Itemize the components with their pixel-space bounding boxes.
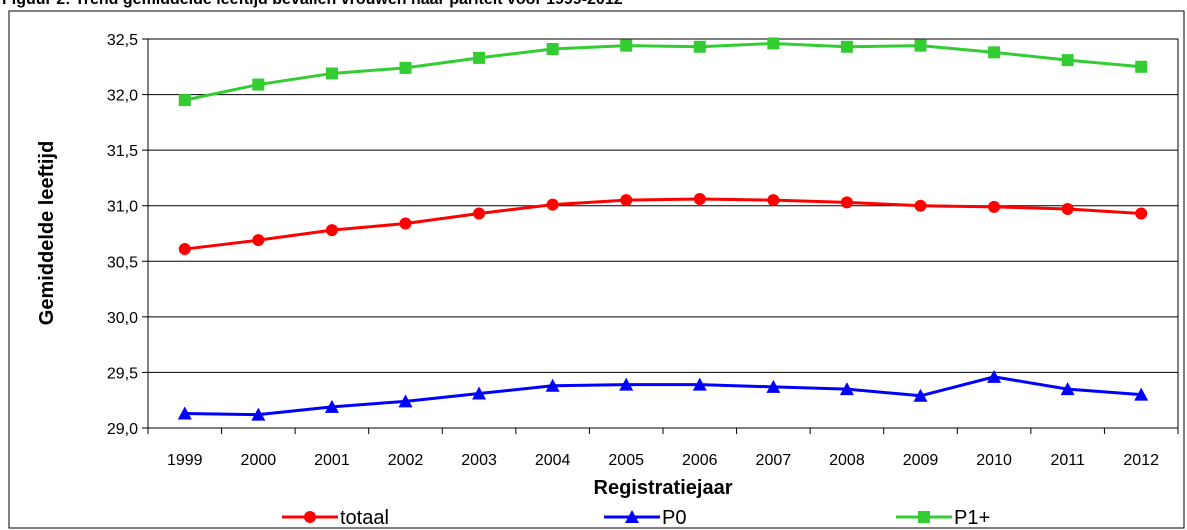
legend-item: P0: [604, 507, 686, 529]
data-point: [398, 394, 413, 408]
data-point: [767, 194, 780, 207]
series-1: [178, 193, 1148, 256]
data-point: [1061, 54, 1074, 67]
y-tick-label: 31,0: [107, 199, 138, 216]
data-point: [472, 386, 487, 400]
data-point: [545, 378, 560, 392]
data-point: [840, 40, 853, 53]
data-point: [840, 196, 853, 209]
data-point: [252, 78, 265, 91]
data-point: [399, 61, 412, 74]
y-tick-label: 30,5: [107, 254, 138, 271]
y-tick-label: 32,0: [107, 88, 138, 105]
data-point: [1135, 60, 1148, 73]
x-tick-label: 2002: [388, 452, 424, 469]
data-point: [1135, 207, 1148, 220]
data-point: [988, 46, 1001, 59]
data-point: [1134, 387, 1149, 401]
x-axis-title: Registratiejaar: [594, 477, 733, 499]
x-tick-label: 2009: [903, 452, 939, 469]
data-point: [693, 40, 706, 53]
data-point: [766, 379, 781, 393]
data-point: [178, 94, 191, 107]
data-point: [178, 243, 191, 256]
chart-frame: [8, 10, 1185, 529]
y-axis-title: Gemiddelde leeftijd: [36, 141, 58, 325]
data-point: [1061, 203, 1074, 216]
x-tick-label: 2003: [461, 452, 497, 469]
data-point: [251, 407, 266, 421]
data-point: [987, 369, 1002, 383]
series-3: [178, 37, 1148, 107]
data-point: [692, 377, 707, 391]
x-tick-label: 2007: [756, 452, 792, 469]
data-point: [546, 198, 559, 211]
series-2: [177, 369, 1149, 421]
series-line: [184, 197, 1142, 251]
data-point: [325, 67, 338, 80]
x-tick-label: 2006: [682, 452, 718, 469]
x-tick-label: 2004: [535, 452, 571, 469]
chart-title: Figuur 2: Trend gemiddelde leeftijd beva…: [2, 0, 1182, 11]
data-point: [473, 207, 486, 220]
data-point: [767, 37, 780, 50]
x-tick-label: 2005: [608, 452, 644, 469]
y-tick-label: 31,5: [107, 143, 138, 160]
legend-marker: [304, 511, 316, 523]
data-point: [839, 382, 854, 396]
data-point: [913, 388, 928, 402]
legend-item: P1+: [896, 507, 990, 529]
data-point: [177, 406, 192, 420]
data-point: [914, 199, 927, 212]
y-tick-label: 29,5: [107, 365, 138, 382]
data-point: [1060, 382, 1075, 396]
legend-marker: [918, 511, 930, 523]
y-tick-label: 32,5: [107, 32, 138, 49]
series-line: [184, 375, 1142, 417]
y-tick-label: 29,0: [107, 421, 138, 438]
legend-label: totaal: [340, 507, 389, 529]
data-point: [252, 234, 265, 247]
data-point: [619, 377, 634, 391]
y-axis-ticks: 29,0 29,5 30,0 30,5 31,0 31,5 32,0 32,5: [107, 32, 148, 438]
data-point: [620, 39, 633, 52]
x-tick-label: 2008: [829, 452, 865, 469]
x-tick-label: 2012: [1123, 452, 1159, 469]
legend-item: totaal: [282, 507, 389, 529]
x-tick-label: 1999: [167, 452, 203, 469]
data-point: [693, 193, 706, 206]
x-tick-label: 2000: [241, 452, 277, 469]
x-tick-label: 2001: [314, 452, 350, 469]
legend-label: P1+: [954, 507, 990, 529]
x-tick-label: 2010: [976, 452, 1012, 469]
data-point: [473, 51, 486, 64]
data-point: [620, 194, 633, 207]
x-axis-ticks: 1999 2000 2001 2002 2003 2004 2005 2006 2007 2008…: [147, 428, 1179, 469]
data-point: [399, 217, 412, 230]
legend: totaal P0 P1+: [282, 507, 990, 529]
data-point: [546, 43, 559, 56]
x-tick-label: 2011: [1050, 452, 1085, 469]
series-lines: [177, 37, 1149, 421]
legend-marker: [625, 510, 639, 523]
data-point: [325, 224, 338, 237]
legend-label: P0: [662, 507, 686, 529]
data-point: [324, 399, 339, 413]
series-line: [184, 41, 1142, 102]
data-point: [988, 200, 1001, 213]
data-point: [914, 39, 927, 52]
y-tick-label: 30,0: [107, 310, 138, 327]
